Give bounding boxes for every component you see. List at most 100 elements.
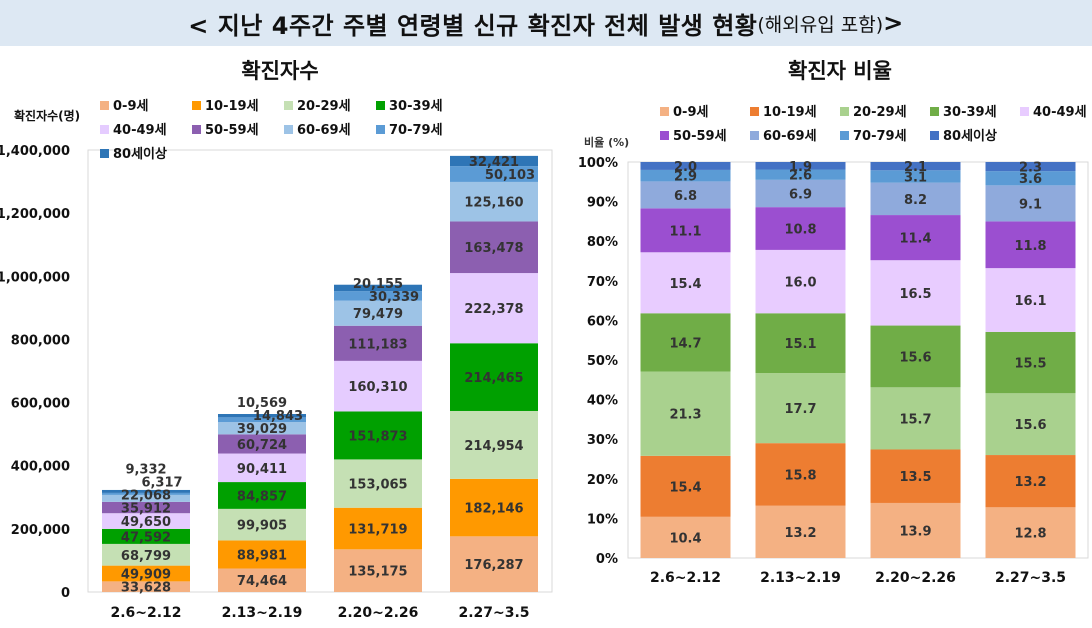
left-legend-swatch [284,101,293,110]
right-bar-data-label: 15.1 [784,337,816,352]
right-bar-segment [870,170,961,183]
right-legend-label: 60-69세 [763,129,817,144]
right-legend-swatch [660,131,669,140]
right-bar-data-label: 11.8 [1014,239,1046,254]
left-bar-segment [102,513,190,529]
left-bar-segment [450,410,538,479]
right-y-axis-label: 비율 (%) [584,135,629,149]
left-bar-data-label: 214,954 [464,439,523,454]
right-bar-segment [755,179,846,208]
left-bar-segment [450,478,538,537]
right-bar-data-label: 13.9 [899,524,931,539]
left-bar-data-label: 163,478 [464,241,523,256]
left-x-tick-label: 2.13~2.19 [222,605,303,621]
left-bar-data-label: 160,310 [348,380,407,395]
left-bar-data-label: 125,160 [464,196,523,211]
right-bar-data-label: 13.5 [899,470,931,485]
right-bar-segment [870,215,961,261]
left-y-tick-label: 600,000 [11,397,70,412]
left-bar-segment [102,501,190,514]
right-legend-swatch [840,131,849,140]
right-y-tick-label: 80% [587,235,618,250]
right-bar-data-label: 16.0 [784,276,816,291]
right-bar-segment [755,249,846,314]
right-bar-data-label: 16.5 [899,287,931,302]
right-bar-segment [985,331,1076,394]
right-bar-segment [755,169,846,180]
left-bar-segment [450,155,538,167]
right-bar-data-label: 15.4 [669,277,701,292]
right-y-tick-label: 70% [587,275,618,290]
right-bar-data-label: 11.1 [669,224,701,239]
left-bar-segment [334,549,422,592]
left-bar-segment [102,528,190,544]
left-bar-data-label: 131,719 [348,523,407,538]
left-legend-label: 80세이상 [113,146,167,162]
left-bar-data-label: 153,065 [348,478,407,493]
left-legend-label: 40-49세 [113,123,167,138]
right-bar-segment [640,516,731,558]
left-y-tick-label: 1,400,000 [0,144,70,159]
right-bar-data-label: 14.7 [669,336,701,351]
right-y-tick-label: 30% [587,433,618,448]
right-bar-segment [640,371,731,456]
right-bar-segment [985,221,1076,269]
left-bar-data-label: 49,909 [121,568,171,583]
right-legend-swatch [750,107,759,116]
right-legend-label: 10-19세 [763,105,817,120]
right-x-tick-label: 2.6~2.12 [650,570,721,586]
right-legend-swatch [930,131,939,140]
left-bar-data-label: 35,912 [121,502,171,517]
right-bar-segment [640,455,731,517]
right-bar-data-label: 13.2 [784,526,816,541]
left-bar-segment [218,417,306,423]
left-bar-segment [102,581,190,592]
left-bar-data-label: 14,843 [253,409,303,424]
left-bar-segment [450,343,538,411]
page-title: < 지난 4주간 주별 연령별 신규 확진자 전체 발생 현황 [188,11,758,40]
left-bar-data-label: 79,479 [353,307,403,322]
left-bar-data-label: 111,183 [348,337,407,352]
left-bar-data-label: 214,465 [464,371,523,386]
right-y-tick-label: 90% [587,196,618,211]
right-bar-segment [755,443,846,506]
left-bar-segment [218,482,306,509]
left-bar-segment [334,507,422,550]
left-y-tick-label: 0 [61,586,70,601]
left-legend-swatch [376,125,385,134]
right-legend-swatch [840,107,849,116]
left-x-tick-label: 2.27~3.5 [458,605,529,621]
left-bar-data-label: 68,799 [121,549,171,564]
right-bar-data-label: 15.6 [899,350,931,365]
left-bar-data-label: 90,411 [237,462,287,477]
right-bar-segment [640,313,731,372]
right-bar-data-label: 9.1 [1019,197,1042,212]
right-y-tick-label: 10% [587,512,618,527]
left-y-tick-label: 800,000 [11,333,70,348]
right-bar-data-label: 6.8 [674,189,697,204]
right-bar-segment [985,393,1076,456]
left-legend-label: 50-59세 [205,123,259,138]
left-legend-label: 10-19세 [205,99,259,114]
left-bar-segment [218,422,306,435]
left-bar-segment [334,411,422,460]
left-legend-swatch [192,125,201,134]
right-bar-data-label: 17.7 [784,402,816,417]
left-bar-data-label: 99,905 [237,519,287,534]
right-bar-data-label: 3.1 [904,170,927,185]
left-bar-data-label: 6,317 [141,476,182,491]
left-bar-data-label: 33,628 [121,581,171,596]
left-legend-swatch [376,101,385,110]
right-bar-data-label: 2.9 [674,170,697,185]
left-y-tick-label: 1,000,000 [0,270,70,285]
right-bar-segment [755,313,846,374]
right-legend-label: 50-59세 [673,129,727,144]
right-y-tick-label: 100% [578,156,618,171]
right-bar-segment [985,507,1076,558]
right-bar-segment [870,182,961,216]
left-bar-segment [102,543,190,566]
right-y-tick-label: 0% [596,552,618,567]
right-bar-data-label: 21.3 [669,408,701,423]
right-y-tick-label: 60% [587,314,618,329]
